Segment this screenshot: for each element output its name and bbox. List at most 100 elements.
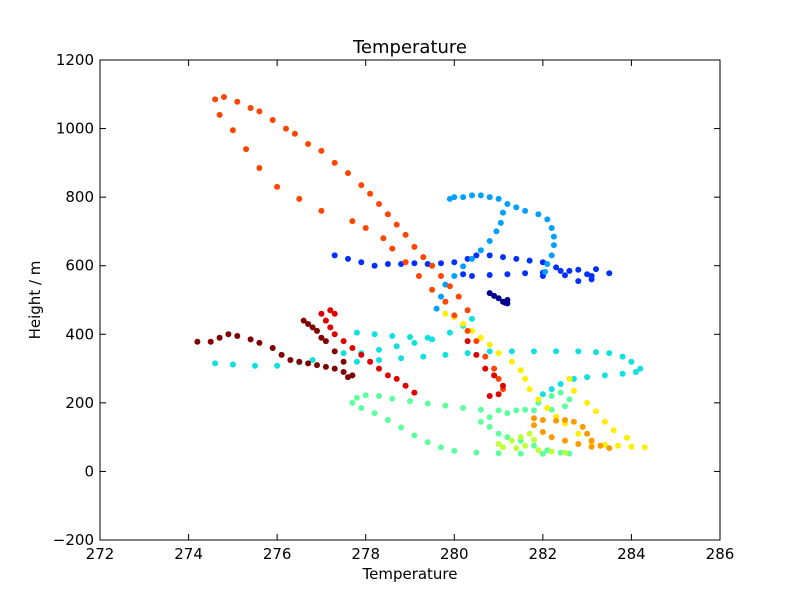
data-point <box>495 450 502 457</box>
data-point <box>486 348 493 355</box>
data-point <box>628 443 635 450</box>
y-tick-label: 1000 <box>56 120 94 138</box>
data-point <box>491 292 498 299</box>
data-point <box>415 273 422 279</box>
data-point <box>482 353 489 360</box>
data-point <box>327 324 334 331</box>
data-point <box>389 245 396 252</box>
data-point <box>322 338 329 345</box>
data-point <box>278 351 285 358</box>
data-point <box>314 362 320 369</box>
data-point <box>637 365 644 372</box>
data-point <box>331 252 338 259</box>
data-point <box>451 273 458 279</box>
data-point <box>424 334 431 341</box>
data-point <box>247 336 254 343</box>
data-point <box>389 395 396 402</box>
point-series <box>495 430 568 456</box>
data-point <box>550 242 557 249</box>
data-point <box>548 393 555 399</box>
data-point <box>473 252 480 259</box>
y-tick-label: 0 <box>84 462 94 480</box>
data-point <box>526 386 533 393</box>
data-point <box>256 108 263 115</box>
point-series <box>194 317 356 381</box>
data-point <box>531 415 537 422</box>
data-point <box>420 353 427 360</box>
data-point <box>407 398 413 405</box>
data-point <box>393 221 400 228</box>
data-point <box>446 329 453 336</box>
data-point <box>327 307 334 314</box>
data-point <box>588 443 595 450</box>
data-point <box>477 247 484 254</box>
data-point <box>433 305 440 312</box>
data-point <box>513 407 520 414</box>
data-point <box>358 259 365 266</box>
data-point <box>380 235 387 242</box>
data-point <box>588 276 595 283</box>
data-point <box>575 441 582 447</box>
data-point <box>424 400 431 407</box>
data-point <box>508 358 515 365</box>
data-point <box>495 407 502 414</box>
data-point <box>229 127 236 134</box>
data-point <box>469 327 475 334</box>
data-point <box>331 365 338 372</box>
data-point <box>531 442 537 449</box>
data-point <box>553 413 560 420</box>
data-point <box>477 406 484 413</box>
data-point <box>340 369 347 375</box>
data-point <box>460 321 467 327</box>
data-point <box>318 334 325 341</box>
data-point <box>531 407 537 414</box>
y-tick-label: 400 <box>65 325 94 343</box>
data-point <box>371 262 378 269</box>
data-point <box>407 334 413 340</box>
data-point <box>495 350 502 357</box>
data-point <box>469 192 475 199</box>
data-point <box>318 310 325 317</box>
data-point <box>606 270 613 277</box>
data-point <box>322 317 329 324</box>
data-point <box>593 408 599 415</box>
data-point <box>393 343 400 350</box>
data-point <box>495 391 502 398</box>
data-point <box>517 367 524 374</box>
data-point <box>522 406 529 413</box>
data-point <box>539 450 546 457</box>
data-point <box>500 444 506 451</box>
data-point <box>473 338 480 345</box>
data-point <box>486 238 493 244</box>
data-point <box>513 204 520 211</box>
x-tick-label: 282 <box>529 545 558 563</box>
data-point <box>243 146 250 153</box>
data-point <box>305 360 312 367</box>
data-point <box>451 447 458 454</box>
data-point <box>384 417 391 423</box>
data-point <box>269 345 276 351</box>
data-point <box>464 255 471 262</box>
data-point <box>247 105 254 111</box>
data-point <box>526 430 533 437</box>
data-point <box>229 361 236 368</box>
data-point <box>216 111 223 118</box>
data-point <box>194 338 201 345</box>
y-axis-label: Height / m <box>26 261 44 340</box>
data-point <box>411 432 418 439</box>
data-point <box>460 405 467 411</box>
data-point <box>429 286 436 293</box>
data-point <box>500 254 506 261</box>
data-point <box>584 271 591 278</box>
data-point <box>513 445 520 452</box>
data-point <box>274 362 281 369</box>
data-point <box>442 298 449 305</box>
data-point <box>486 393 493 399</box>
data-point <box>451 259 458 266</box>
data-point <box>305 321 312 327</box>
data-point <box>446 283 453 290</box>
data-point <box>477 418 484 425</box>
data-point <box>513 255 520 262</box>
data-point <box>495 430 502 437</box>
